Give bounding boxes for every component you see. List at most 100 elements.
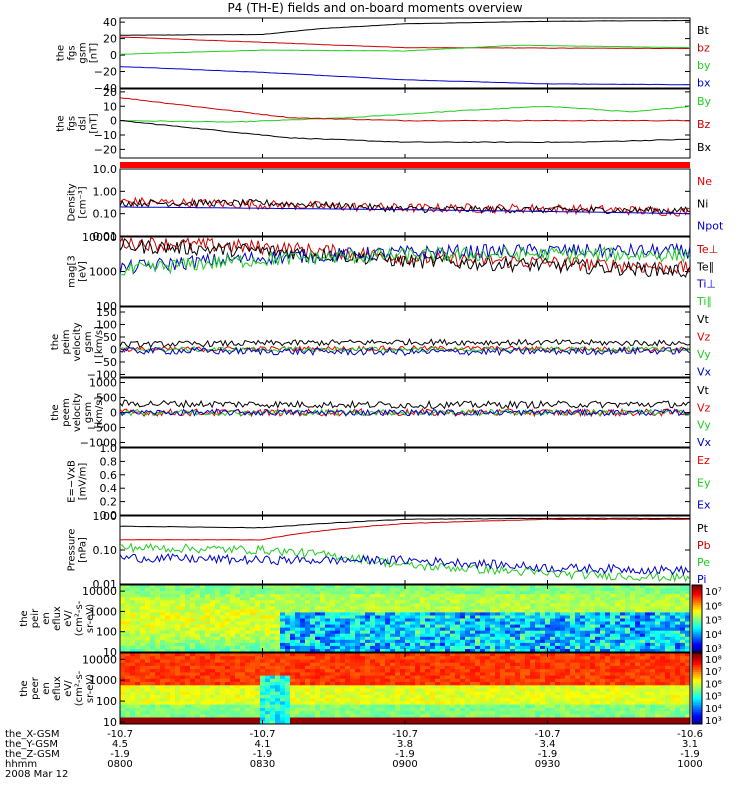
spectrogram-cell bbox=[440, 624, 446, 628]
spectrogram-cell bbox=[210, 621, 216, 625]
spectrogram-cell bbox=[575, 717, 581, 722]
spectrogram-cell bbox=[600, 698, 606, 702]
spectrogram-cell bbox=[285, 695, 291, 699]
spectrogram-cell bbox=[505, 682, 511, 686]
spectrogram-cell bbox=[160, 630, 166, 635]
spectrogram-cell bbox=[550, 645, 556, 650]
spectrogram-cell bbox=[385, 698, 391, 702]
spectrogram-cell bbox=[165, 606, 171, 610]
spectrogram-cell bbox=[615, 612, 621, 616]
spectrogram-cell bbox=[480, 591, 486, 595]
spectrogram-cell bbox=[270, 682, 276, 686]
spectrogram-cell bbox=[670, 630, 676, 635]
spectrogram-cell bbox=[590, 603, 596, 607]
spectrogram-cell bbox=[300, 639, 306, 644]
spectrogram-cell bbox=[395, 606, 401, 610]
spectrogram-cell bbox=[140, 707, 146, 712]
spectrogram-cell bbox=[140, 624, 146, 628]
spectrogram-cell bbox=[540, 695, 546, 699]
spectrogram-cell bbox=[485, 615, 491, 619]
spectrogram-cell bbox=[490, 588, 496, 592]
spectrogram-cell bbox=[550, 688, 556, 693]
spectrogram-cell bbox=[450, 659, 456, 664]
spectrogram-cell bbox=[215, 636, 221, 641]
spectrogram-cell bbox=[515, 720, 521, 725]
spectrogram-cell bbox=[135, 639, 141, 644]
spectrogram-cell bbox=[670, 636, 676, 641]
spectrogram-cell bbox=[570, 609, 576, 613]
spectrogram-cell bbox=[130, 701, 136, 705]
spectrogram-cell bbox=[600, 609, 606, 613]
spectrogram-cell bbox=[140, 717, 146, 722]
spectrogram-cell bbox=[130, 682, 136, 686]
spectrogram-cell bbox=[300, 612, 306, 616]
spectrogram-cell bbox=[300, 603, 306, 607]
spectrogram-cell bbox=[440, 600, 446, 604]
spectrogram-cell bbox=[480, 717, 486, 722]
spectrogram-cell bbox=[580, 704, 586, 709]
spectrogram-cell bbox=[270, 714, 276, 718]
spectrogram-cell bbox=[685, 621, 691, 625]
spectrogram-cell bbox=[650, 624, 656, 628]
spectrogram-cell bbox=[395, 659, 401, 664]
spectrogram-cell bbox=[675, 618, 681, 622]
spectrogram-cell bbox=[370, 594, 376, 598]
spectrogram-cell bbox=[530, 618, 536, 622]
spectrogram-cell bbox=[570, 612, 576, 616]
spectrogram-cell bbox=[120, 704, 126, 709]
spectrogram-cell bbox=[465, 662, 471, 667]
spectrogram-cell bbox=[590, 665, 596, 670]
spectrogram-cell bbox=[495, 606, 501, 610]
spectrogram-cell bbox=[495, 707, 501, 712]
spectrogram-cell bbox=[235, 665, 241, 670]
colorbar-cell bbox=[692, 631, 702, 635]
spectrogram-cell bbox=[475, 606, 481, 610]
spectrogram-cell bbox=[440, 649, 446, 653]
spectrogram-cell bbox=[220, 621, 226, 625]
spectrogram-cell bbox=[195, 662, 201, 667]
spectrogram-cell bbox=[190, 662, 196, 667]
spectrogram-cell bbox=[630, 612, 636, 616]
spectrogram-cell bbox=[150, 675, 156, 680]
spectrogram-cell bbox=[490, 642, 496, 647]
spectrogram-cell bbox=[195, 685, 201, 689]
colorbar-cell bbox=[692, 629, 702, 633]
spectrogram-cell bbox=[660, 615, 666, 619]
spectrogram-cell bbox=[180, 659, 186, 664]
spectrogram-cell bbox=[400, 624, 406, 628]
spectrogram-cell bbox=[495, 642, 501, 647]
spectrogram-cell bbox=[180, 682, 186, 686]
spectrogram-cell bbox=[420, 624, 426, 628]
spectrogram-cell bbox=[465, 645, 471, 650]
spectrogram-cell bbox=[210, 675, 216, 680]
spectrogram-cell bbox=[505, 600, 511, 604]
spectrogram-cell bbox=[385, 685, 391, 689]
spectrogram-cell bbox=[575, 603, 581, 607]
spectrogram-cell bbox=[250, 621, 256, 625]
spectrogram-cell bbox=[525, 704, 531, 709]
spectrogram-cell bbox=[270, 678, 276, 683]
spectrogram-cell bbox=[240, 621, 246, 625]
spectrogram-cell bbox=[555, 685, 561, 689]
spectrogram-cell bbox=[530, 669, 536, 673]
spectrogram-cell bbox=[285, 656, 291, 660]
spectrogram-cell bbox=[280, 653, 286, 657]
spectrogram-cell bbox=[640, 633, 646, 638]
series-line-By bbox=[119, 105, 691, 123]
spectrogram-cell bbox=[435, 682, 441, 686]
spectrogram-cell bbox=[380, 609, 386, 613]
spectrogram-cell bbox=[160, 597, 166, 601]
spectrogram-cell bbox=[165, 698, 171, 702]
spectrogram-cell bbox=[165, 603, 171, 607]
spectrogram-cell bbox=[545, 662, 551, 667]
spectrogram-cell bbox=[560, 615, 566, 619]
spectrogram-cell bbox=[405, 711, 411, 715]
spectrogram-cell bbox=[280, 685, 286, 689]
spectrogram-cell bbox=[415, 717, 421, 722]
spectrogram-cell bbox=[315, 636, 321, 641]
spectrogram-cell bbox=[520, 618, 526, 622]
spectrogram-cell bbox=[440, 711, 446, 715]
spectrogram-cell bbox=[425, 600, 431, 604]
spectrogram-cell bbox=[490, 720, 496, 725]
spectrogram-cell bbox=[125, 672, 131, 676]
